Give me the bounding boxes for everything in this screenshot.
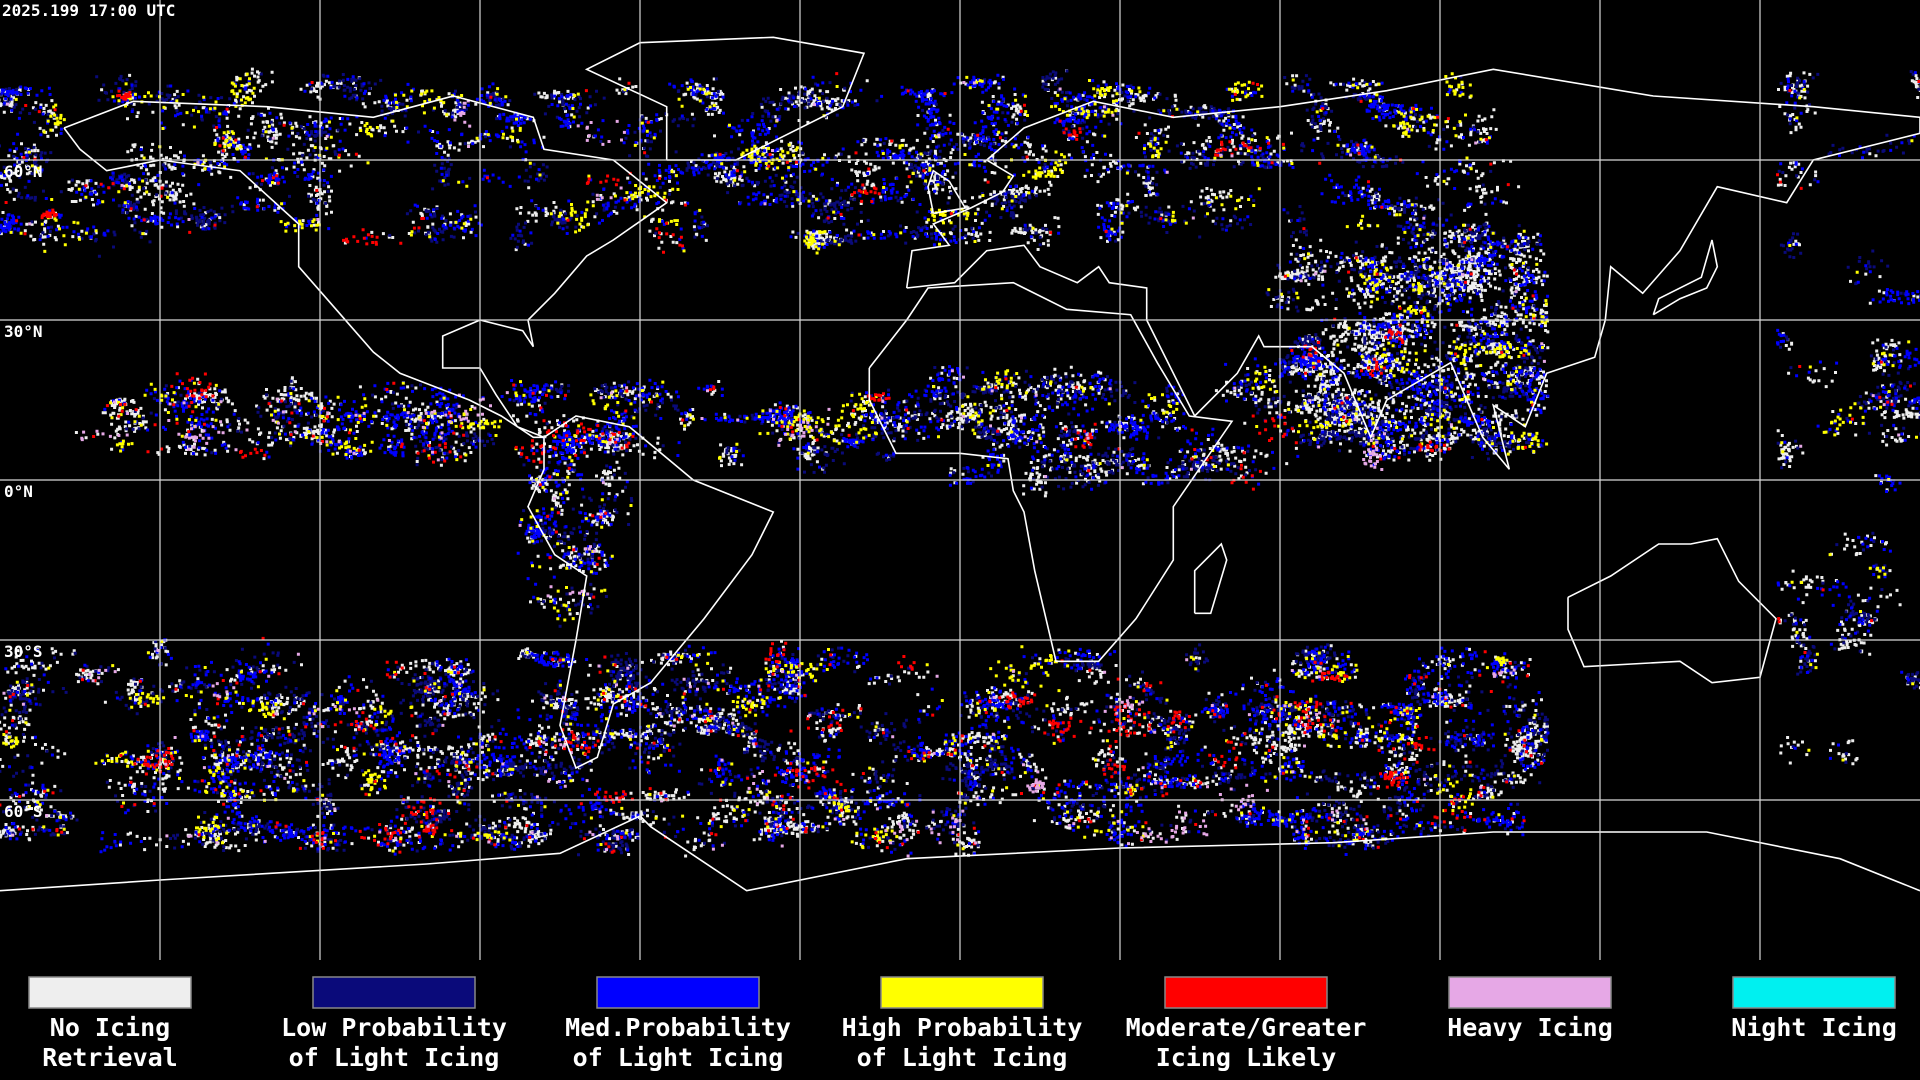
latitude-label: 30°N <box>4 322 43 341</box>
coastline <box>63 95 669 439</box>
latitude-label: 0°N <box>4 482 33 501</box>
coastline <box>868 281 1234 663</box>
coastline <box>1567 537 1777 684</box>
legend-label: of Light Icing <box>857 1043 1068 1072</box>
legend-swatch <box>28 976 192 1009</box>
legend-label: of Light Icing <box>289 1043 500 1072</box>
legend-swatch <box>1448 976 1612 1009</box>
coastline <box>1652 239 1719 316</box>
legend-label: Retrieval <box>42 1043 177 1072</box>
graticule <box>0 0 1920 960</box>
legend-label: Low Probability <box>281 1013 507 1042</box>
latitude-label: 60°N <box>4 162 43 181</box>
timestamp: 2025.199 17:00 UTC <box>2 1 175 20</box>
latitude-label: 30°S <box>4 642 43 661</box>
legend-label: High Probability <box>842 1013 1083 1042</box>
icing-pixels <box>2 72 1918 853</box>
coastline <box>0 815 1920 892</box>
legend-swatch <box>312 976 476 1009</box>
legend-label: of Light Icing <box>573 1043 784 1072</box>
coastlines <box>0 36 1920 892</box>
legend-swatch <box>596 976 760 1009</box>
legend-swatch <box>880 976 1044 1009</box>
latitude-label: 60°S <box>4 802 43 821</box>
map-labels: 2025.199 17:00 UTC 60°N 30°N 0°N 30°S 60°S <box>2 1 175 821</box>
legend-label: Med.Probability <box>565 1013 791 1042</box>
legend-label: No Icing <box>50 1013 170 1042</box>
legend-label: Night Icing <box>1731 1013 1897 1042</box>
coastline <box>1193 542 1228 615</box>
legend-swatch <box>1164 976 1328 1009</box>
legend-label: Heavy Icing <box>1447 1013 1613 1042</box>
coastline <box>527 415 775 770</box>
legend-label: Moderate/Greater <box>1126 1013 1367 1042</box>
legend-swatch <box>1732 976 1896 1009</box>
legend-label: Icing Likely <box>1156 1043 1337 1072</box>
